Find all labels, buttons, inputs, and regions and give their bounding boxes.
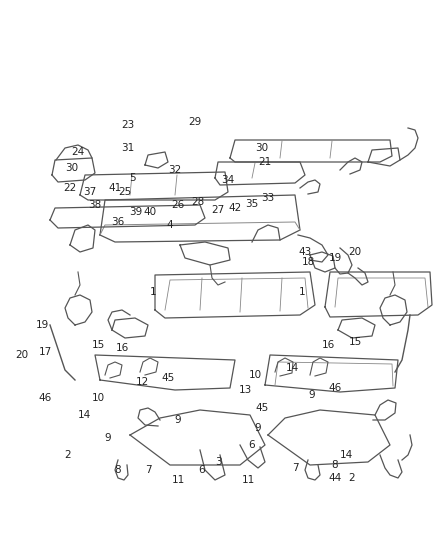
Text: 30: 30 [255,143,268,153]
Text: 9: 9 [175,415,181,425]
Text: 11: 11 [171,475,185,485]
Text: 14: 14 [339,450,353,460]
Text: 18: 18 [301,257,314,267]
Text: 3: 3 [215,457,221,467]
Text: 36: 36 [111,217,125,227]
Text: 1: 1 [150,287,156,297]
Text: 19: 19 [328,253,342,263]
Text: 17: 17 [39,347,52,357]
Text: 12: 12 [135,377,148,387]
Text: 22: 22 [64,183,77,193]
Text: 46: 46 [39,393,52,403]
Text: 15: 15 [92,340,105,350]
Text: 38: 38 [88,200,102,210]
Text: 9: 9 [105,433,111,443]
Text: 1: 1 [299,287,305,297]
Text: 20: 20 [349,247,361,257]
Text: 14: 14 [78,410,91,420]
Text: 23: 23 [121,120,134,130]
Text: 10: 10 [92,393,105,403]
Text: 45: 45 [255,403,268,413]
Text: 32: 32 [168,165,182,175]
Text: 8: 8 [332,460,338,470]
Text: 16: 16 [321,340,335,350]
Text: 13: 13 [238,385,251,395]
Text: 9: 9 [309,390,315,400]
Text: 29: 29 [188,117,201,127]
Text: 19: 19 [35,320,49,330]
Text: 28: 28 [191,197,205,207]
Text: 37: 37 [83,187,97,197]
Text: 4: 4 [167,220,173,230]
Text: 21: 21 [258,157,272,167]
Text: 2: 2 [349,473,355,483]
Text: 24: 24 [71,147,85,157]
Text: 8: 8 [115,465,121,475]
Text: 33: 33 [261,193,275,203]
Text: 30: 30 [65,163,78,173]
Text: 34: 34 [221,175,235,185]
Text: 20: 20 [15,350,28,360]
Text: 42: 42 [228,203,242,213]
Text: 15: 15 [348,337,362,347]
Text: 7: 7 [145,465,151,475]
Text: 7: 7 [292,463,298,473]
Text: 10: 10 [248,370,261,380]
Text: 5: 5 [129,173,135,183]
Text: 44: 44 [328,473,342,483]
Text: 41: 41 [108,183,122,193]
Text: 2: 2 [65,450,71,460]
Text: 25: 25 [118,187,132,197]
Text: 40: 40 [143,207,156,217]
Text: 16: 16 [115,343,129,353]
Text: 46: 46 [328,383,342,393]
Text: 6: 6 [249,440,255,450]
Text: 35: 35 [245,199,258,209]
Text: 14: 14 [286,363,299,373]
Text: 26: 26 [171,200,185,210]
Text: 9: 9 [254,423,261,433]
Text: 31: 31 [121,143,134,153]
Text: 39: 39 [129,207,143,217]
Text: 45: 45 [161,373,175,383]
Text: 27: 27 [212,205,225,215]
Text: 11: 11 [241,475,254,485]
Text: 43: 43 [298,247,311,257]
Text: 6: 6 [199,465,205,475]
